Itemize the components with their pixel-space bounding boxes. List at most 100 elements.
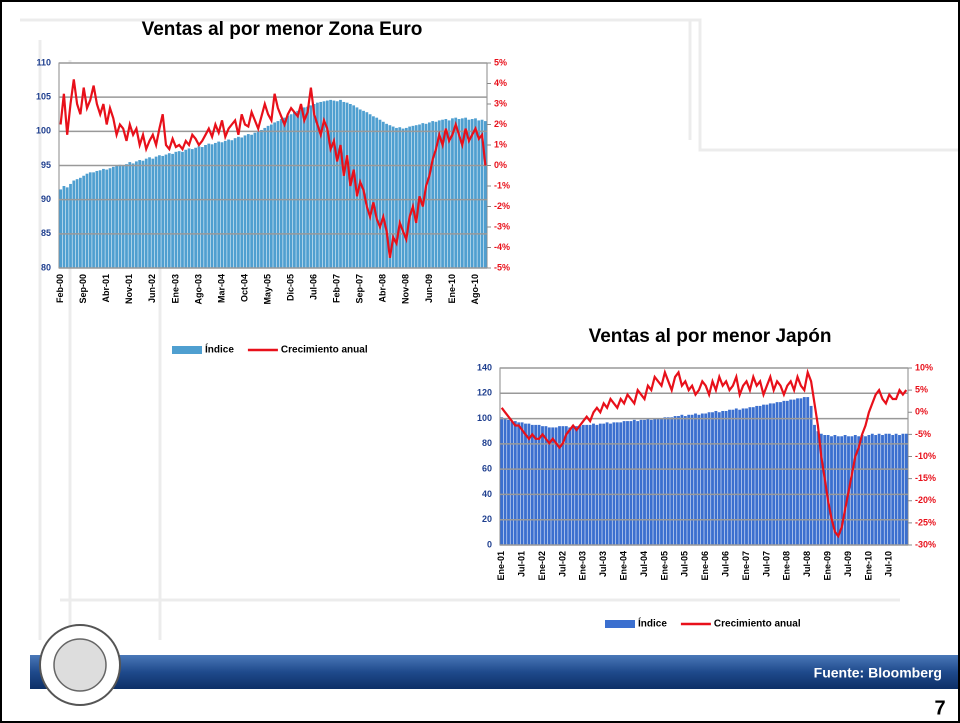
bar: [507, 419, 510, 545]
bar: [375, 117, 379, 269]
x-tick-label: Ene-07: [741, 551, 751, 581]
y2-tick-label: -15%: [915, 473, 936, 483]
bar: [544, 426, 548, 545]
y2-tick-label: 10%: [915, 362, 933, 372]
bar: [588, 424, 592, 545]
bar: [690, 414, 694, 545]
bar: [161, 155, 165, 268]
line-series: [500, 368, 908, 539]
bar: [111, 166, 115, 268]
bar: [309, 105, 313, 268]
charts: Ventas al por menor Zona Euro 80 85 90 95 100…: [36, 19, 936, 630]
bar: [62, 186, 66, 268]
x-tick-label: Jul-02: [557, 551, 567, 577]
bar: [108, 168, 112, 268]
x-tick-label: Ene-10: [863, 551, 873, 581]
bar: [870, 433, 874, 545]
bar: [289, 114, 293, 268]
bar: [368, 114, 372, 268]
bar: [762, 404, 765, 545]
bar: [75, 179, 79, 268]
bar: [72, 180, 76, 268]
bar: [520, 422, 524, 545]
bar: [184, 149, 188, 268]
x-tick-label: Sep-07: [355, 274, 365, 304]
x-tick-label: Ene-04: [618, 551, 628, 581]
bar: [660, 418, 663, 545]
bar: [809, 405, 813, 545]
bar: [167, 153, 171, 268]
bar: [480, 119, 484, 268]
bar: [217, 141, 221, 268]
bar: [629, 421, 633, 545]
bar: [891, 435, 895, 545]
bar: [85, 173, 89, 268]
bar: [246, 134, 250, 268]
y2-tick-label: -10%: [915, 451, 936, 461]
bar: [372, 116, 375, 268]
x-tick-label: Abr-01: [101, 274, 111, 303]
bar: [69, 183, 72, 268]
bar: [534, 424, 538, 545]
y2-tick-label: 4%: [494, 78, 507, 88]
y2-tick-label: 0%: [494, 160, 507, 170]
y2-tick-label: 2%: [494, 119, 507, 129]
y-tick-label: 80: [482, 438, 492, 448]
bar: [115, 165, 118, 268]
bar: [687, 414, 691, 545]
bar: [881, 435, 884, 545]
bar: [214, 142, 217, 268]
bar: [197, 146, 201, 268]
bar: [894, 433, 898, 545]
y2-tick-label: 1%: [494, 139, 507, 149]
x-tick-label: Jul-05: [680, 551, 690, 577]
bar: [734, 408, 738, 545]
bar: [694, 413, 697, 545]
bar: [342, 101, 346, 268]
y-tick-label: 85: [41, 228, 51, 238]
bar: [850, 436, 854, 545]
x-tick-label: Oct-04: [239, 274, 249, 302]
bar: [748, 407, 752, 545]
bar: [128, 162, 132, 268]
bar: [860, 435, 864, 545]
bar: [721, 410, 725, 545]
bar: [365, 112, 369, 268]
legend-label: Índice: [205, 343, 234, 356]
bar: [385, 123, 388, 268]
bar: [554, 427, 558, 545]
bar: [125, 164, 128, 268]
bar: [151, 158, 155, 268]
bar: [677, 416, 680, 545]
bar: [483, 121, 487, 268]
bar: [785, 400, 789, 545]
bar: [237, 136, 240, 268]
bar: [154, 156, 158, 268]
x-tick-label: May-05: [262, 274, 272, 305]
bar: [558, 426, 561, 545]
x-tick-label: Ene-08: [782, 551, 792, 581]
bar: [561, 426, 565, 545]
bar: [816, 431, 820, 545]
x-tick-label: Nov-01: [124, 274, 134, 304]
bar: [102, 168, 105, 268]
bar: [530, 424, 534, 545]
y2-tick-label: -5%: [494, 262, 510, 272]
bar: [329, 99, 332, 269]
bar: [250, 134, 253, 268]
bar: [306, 106, 309, 268]
y2-tick-label: -5%: [915, 429, 931, 439]
bar: [768, 403, 772, 545]
x-tick-label: Sep-00: [78, 274, 88, 304]
x-tick-label: Jul-10: [884, 551, 894, 577]
bar: [632, 419, 636, 545]
bar: [451, 118, 454, 268]
bar: [273, 122, 277, 268]
bar: [467, 119, 471, 268]
bar: [609, 423, 612, 545]
bar: [391, 126, 395, 268]
bar: [564, 426, 568, 545]
bar: [408, 126, 412, 268]
bar: [174, 151, 178, 268]
bar: [874, 435, 878, 545]
